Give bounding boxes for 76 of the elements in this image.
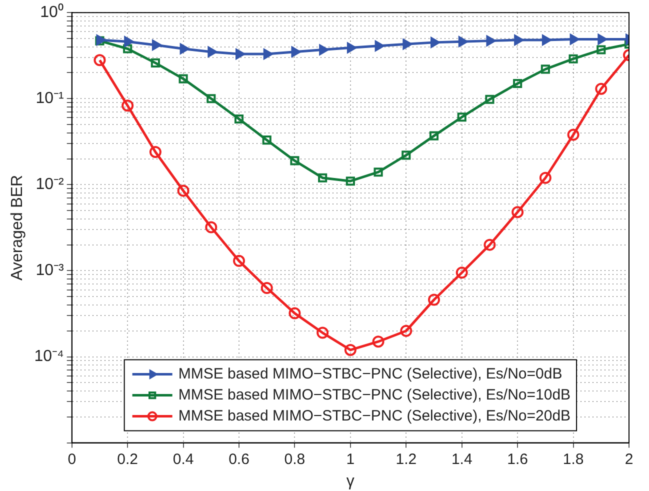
x-tick-label: 0.2 bbox=[117, 450, 138, 468]
point bbox=[262, 136, 272, 145]
point bbox=[428, 294, 440, 306]
point bbox=[346, 42, 356, 54]
x-tick-label: 1.6 bbox=[507, 450, 528, 468]
point bbox=[456, 266, 468, 279]
point bbox=[570, 34, 580, 45]
x-tick-label: 0.8 bbox=[284, 450, 306, 468]
point bbox=[260, 282, 273, 294]
point bbox=[374, 168, 383, 177]
point bbox=[318, 173, 328, 182]
point bbox=[149, 146, 162, 158]
point bbox=[458, 36, 468, 47]
point bbox=[596, 45, 606, 54]
point bbox=[180, 43, 190, 54]
x-tick-label: 1.4 bbox=[451, 450, 472, 468]
x-tick-label: 1.2 bbox=[396, 450, 417, 468]
point bbox=[205, 221, 218, 234]
legend-label: MMSE based MIMO−STBC−PNC (Selective), Es/No=20dB bbox=[178, 407, 571, 424]
point bbox=[513, 78, 522, 88]
point bbox=[374, 40, 384, 52]
x-tick-label: 0 bbox=[68, 450, 76, 468]
x-tick-label: 1 bbox=[346, 450, 355, 468]
point bbox=[94, 54, 106, 66]
point bbox=[400, 324, 412, 337]
point bbox=[208, 46, 218, 58]
point bbox=[316, 326, 329, 339]
point bbox=[540, 64, 550, 74]
point bbox=[567, 128, 580, 141]
point bbox=[484, 238, 496, 251]
point bbox=[595, 82, 608, 95]
point bbox=[233, 254, 246, 267]
x-tick-label: 2 bbox=[624, 450, 634, 468]
point bbox=[512, 206, 524, 218]
point bbox=[234, 114, 244, 124]
point bbox=[402, 38, 412, 50]
point bbox=[430, 37, 440, 48]
point bbox=[290, 156, 300, 166]
point bbox=[457, 112, 466, 122]
point bbox=[598, 34, 608, 45]
y-tick-label: 10⁰ bbox=[40, 3, 64, 22]
point bbox=[150, 58, 160, 68]
legend-label: MMSE based MIMO−STBC−PNC (Selective), Es/No=0dB bbox=[178, 365, 562, 382]
point bbox=[152, 40, 162, 50]
x-tick-label: 0.4 bbox=[172, 450, 194, 468]
x-tick-label: 0.6 bbox=[228, 450, 250, 468]
y-tick-label: 10⁻³ bbox=[36, 262, 65, 280]
point bbox=[402, 150, 411, 160]
point bbox=[123, 44, 132, 54]
x-tick-label: 1.8 bbox=[562, 450, 584, 468]
point bbox=[177, 184, 190, 197]
point bbox=[346, 176, 355, 186]
point bbox=[236, 48, 246, 60]
y-axis-title: Averaged BER bbox=[9, 174, 26, 280]
point bbox=[319, 44, 329, 56]
point bbox=[122, 100, 134, 112]
point bbox=[263, 48, 273, 60]
point bbox=[206, 94, 216, 104]
point bbox=[485, 94, 494, 104]
point bbox=[291, 46, 301, 58]
point bbox=[542, 34, 552, 46]
point bbox=[344, 344, 356, 356]
legend-label: MMSE based MIMO−STBC−PNC (Selective), Es/No=10dB bbox=[178, 386, 571, 404]
point bbox=[539, 172, 552, 184]
point bbox=[178, 74, 188, 84]
point bbox=[288, 307, 301, 320]
point bbox=[568, 54, 578, 64]
point bbox=[486, 35, 496, 46]
point bbox=[514, 34, 524, 46]
point bbox=[372, 336, 384, 348]
y-tick-label: 10⁻⁴ bbox=[34, 348, 64, 366]
point bbox=[124, 36, 134, 47]
y-tick-label: 10⁻¹ bbox=[36, 90, 64, 108]
x-axis-title: γ bbox=[346, 472, 354, 490]
y-tick-label: 10⁻² bbox=[36, 176, 65, 194]
point bbox=[429, 131, 439, 140]
